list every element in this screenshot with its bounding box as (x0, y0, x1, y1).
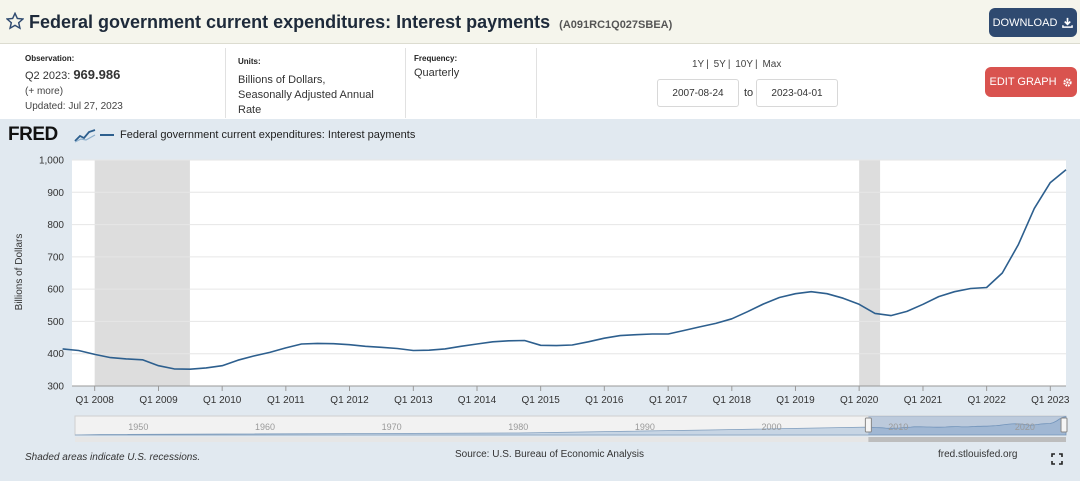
frequency-label: Frequency: (414, 54, 458, 63)
download-button[interactable]: DOWNLOAD (989, 8, 1077, 37)
title-bar: Federal government current expenditures:… (0, 0, 1080, 44)
navigator-handle[interactable] (1060, 417, 1068, 433)
updated-date: Updated: Jul 27, 2023 (25, 101, 123, 112)
divider (536, 48, 537, 118)
edit-graph-button[interactable]: EDIT GRAPH (985, 67, 1077, 97)
y-tick-label: 900 (47, 188, 64, 199)
navigator-year-label: 1970 (382, 422, 402, 432)
y-tick-label: 1,000 (39, 156, 64, 167)
legend-line-swatch (100, 134, 114, 136)
more-link[interactable]: (+ more) (25, 86, 64, 97)
x-tick-label: Q1 2010 (203, 395, 242, 406)
x-tick-label: Q1 2023 (1031, 395, 1070, 406)
download-label: DOWNLOAD (992, 16, 1058, 29)
scrollbar-track[interactable] (75, 437, 1066, 442)
recession-note: Shaded areas indicate U.S. recessions. (25, 452, 201, 463)
source-note[interactable]: Source: U.S. Bureau of Economic Analysis (455, 449, 644, 460)
x-tick-label: Q1 2012 (330, 395, 369, 406)
divider (405, 48, 406, 118)
navigator-year-label: 1950 (128, 422, 148, 432)
fullscreen-icon[interactable] (1051, 453, 1063, 465)
units-line: Billions of Dollars, (238, 74, 326, 86)
to-label: to (744, 87, 754, 99)
range-1y[interactable]: 1Y (692, 59, 705, 70)
observation-line: Q2 2023: 969.986 (25, 67, 123, 84)
navigator-year-label: 2000 (762, 422, 782, 432)
x-tick-label: Q1 2021 (904, 395, 943, 406)
x-tick-label: Q1 2016 (585, 395, 624, 406)
navigator-series (74, 416, 1067, 436)
units-line: Seasonally Adjusted Annual (238, 89, 374, 101)
range-5y[interactable]: 5Y (713, 59, 726, 70)
observation-label: Observation: (25, 54, 75, 63)
x-tick-label: Q1 2022 (967, 395, 1006, 406)
series-line[interactable] (62, 169, 1067, 371)
y-tick-label: 800 (47, 220, 64, 231)
navigator-year-label: 2010 (888, 422, 908, 432)
divider (225, 48, 226, 118)
range-selector: 1Y | 5Y | 10Y | Max (692, 59, 782, 70)
y-tick-label: 400 (47, 349, 64, 360)
frequency-value: Quarterly (414, 67, 460, 79)
navigator-year-label: 1990 (635, 422, 655, 432)
y-tick-label: 300 (47, 382, 64, 393)
observation-period: Q2 2023: (25, 70, 71, 82)
fred-logo-icon (74, 129, 96, 143)
x-tick-label: Q1 2019 (776, 395, 815, 406)
observation-value: 969.986 (73, 67, 121, 82)
range-max[interactable]: Max (762, 59, 782, 70)
end-date-input[interactable]: 2023-04-01 (756, 79, 838, 107)
y-tick-label: 700 (47, 252, 64, 263)
x-tick-label: Q1 2013 (394, 395, 433, 406)
edit-graph-label: EDIT GRAPH (989, 76, 1057, 88)
navigator-year-label: 1960 (255, 422, 275, 432)
navigator-selection[interactable] (868, 416, 1066, 435)
units-line: Rate (238, 104, 262, 116)
x-tick-label: Q1 2020 (840, 395, 879, 406)
y-axis-label: Billions of Dollars (14, 234, 25, 311)
download-icon (1062, 17, 1074, 28)
chart-legend[interactable]: Federal government current expenditures:… (100, 129, 415, 141)
y-tick-label: 600 (47, 285, 64, 296)
page-title: Federal government current expenditures:… (29, 12, 672, 33)
x-tick-label: Q1 2018 (713, 395, 752, 406)
navigator-handle[interactable] (864, 417, 872, 433)
frequency-block: Frequency: Quarterly (414, 54, 459, 130)
fred-logo: FRED (8, 124, 58, 146)
series-id: (A091RC1Q027SBEA) (559, 19, 673, 31)
units-label: Units: (238, 57, 261, 66)
navigator-year-label: 1980 (508, 422, 528, 432)
x-tick-label: Q1 2009 (139, 395, 178, 406)
start-date-input[interactable]: 2007-08-24 (657, 79, 739, 107)
x-tick-label: Q1 2008 (75, 395, 114, 406)
scrollbar-thumb[interactable] (868, 437, 1066, 442)
plot-area (72, 160, 1066, 386)
range-10y[interactable]: 10Y (735, 59, 754, 70)
observation-block: Observation: Q2 2023: 969.986 (+ more) U… (25, 54, 123, 130)
star-icon[interactable] (6, 12, 24, 30)
legend-label: Federal government current expenditures:… (120, 129, 416, 141)
x-tick-label: Q1 2015 (521, 395, 560, 406)
x-tick-label: Q1 2011 (267, 395, 305, 406)
recession-shade (859, 160, 881, 386)
series-title: Federal government current expenditures:… (29, 12, 551, 32)
recession-shade (94, 160, 190, 386)
fred-logo-text: FRED (8, 124, 58, 145)
gear-icon (1062, 77, 1072, 87)
x-tick-label: Q1 2014 (458, 395, 497, 406)
x-tick-label: Q1 2017 (649, 395, 688, 406)
navigator-year-label: 2020 (1015, 422, 1035, 432)
site-link[interactable]: fred.stlouisfed.org (938, 449, 1018, 460)
y-tick-label: 500 (47, 317, 64, 328)
units-block: Units: Billions of Dollars, Seasonally A… (238, 54, 374, 130)
